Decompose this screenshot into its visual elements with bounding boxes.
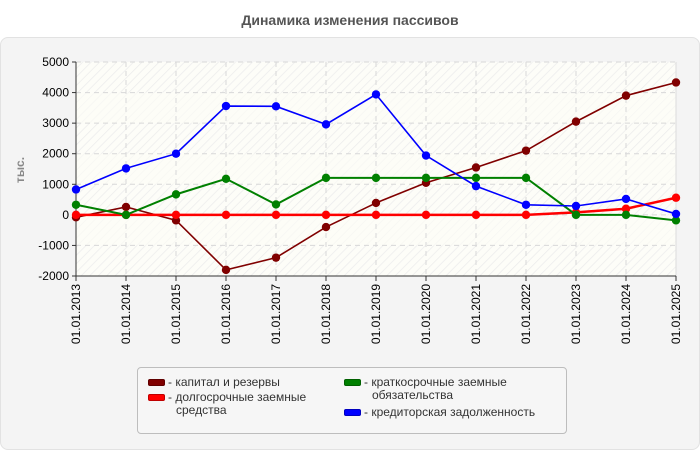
data-point	[521, 146, 531, 155]
data-point	[571, 201, 581, 211]
legend-item-payables: - кредиторская задолженность	[344, 406, 535, 419]
data-point	[371, 173, 381, 183]
data-point	[171, 210, 181, 220]
y-tick-label: -2000	[38, 269, 69, 283]
data-point	[471, 163, 481, 172]
legend-label: - кредиторская задолженность	[364, 405, 536, 419]
data-point	[671, 78, 681, 87]
x-tick-label: 01.01.2025	[669, 284, 683, 344]
y-tick-label: 3000	[42, 116, 69, 130]
data-point	[221, 174, 231, 183]
data-point	[71, 210, 81, 220]
data-point	[471, 181, 481, 191]
data-point	[671, 209, 681, 219]
x-tick-label: 01.01.2024	[619, 284, 633, 344]
y-tick-label: 2000	[42, 147, 69, 161]
legend-swatch-icon	[344, 409, 361, 416]
data-point	[271, 102, 281, 111]
data-point	[271, 200, 281, 209]
legend-item-capital: - капитал и резервы	[148, 376, 280, 389]
legend-label: - капитал и резервы	[168, 375, 280, 389]
data-point	[171, 149, 181, 158]
data-point	[521, 173, 531, 183]
data-point	[121, 202, 131, 212]
legend: - капитал и резервы - долгосрочные заемн…	[137, 367, 567, 434]
legend-item-short-term: - краткосрочные заемные обязательства	[344, 376, 507, 402]
data-point	[571, 210, 581, 220]
series-lines	[71, 78, 681, 275]
data-point	[371, 210, 381, 220]
data-point	[471, 210, 481, 220]
x-tick-label: 01.01.2017	[269, 284, 283, 344]
data-point	[71, 185, 81, 194]
x-tick-label: 01.01.2014	[119, 284, 133, 344]
legend-swatch-icon	[344, 379, 361, 386]
data-point	[221, 265, 231, 275]
y-tick-label: 5000	[42, 55, 69, 69]
data-point	[621, 210, 631, 220]
data-point	[221, 101, 231, 111]
data-point	[671, 216, 681, 225]
data-point	[221, 210, 231, 220]
data-point	[171, 190, 181, 199]
data-point	[621, 91, 631, 100]
y-axis-label: тыс.	[13, 157, 27, 183]
data-point	[371, 198, 381, 208]
data-point	[271, 210, 281, 220]
x-tick-label: 01.01.2018	[319, 284, 333, 344]
y-tick-label: 4000	[42, 86, 69, 100]
data-point	[571, 117, 581, 126]
x-tick-label: 01.01.2023	[569, 284, 583, 344]
x-tick-label: 01.01.2019	[369, 284, 383, 344]
data-point	[371, 90, 381, 99]
x-tick-label: 01.01.2022	[519, 284, 533, 344]
data-point	[521, 210, 531, 220]
data-point	[421, 151, 431, 160]
y-axis: 5000 4000 3000 2000 1000 0 -1000 -2000	[38, 55, 77, 283]
data-point	[321, 222, 331, 232]
chart-title: Динамика изменения пассивов	[241, 12, 459, 28]
legend-item-long-term: - долгосрочные заемные средства	[148, 391, 306, 417]
y-tick-label: 0	[62, 208, 69, 222]
data-point	[121, 210, 131, 220]
data-point	[321, 173, 331, 183]
data-point	[671, 193, 681, 202]
legend-label: - долгосрочные заемные средства	[168, 390, 307, 417]
legend-swatch-icon	[148, 394, 165, 401]
y-tick-label: -1000	[38, 238, 69, 252]
x-tick-label: 01.01.2020	[419, 284, 433, 344]
x-tick-label: 01.01.2015	[169, 284, 183, 344]
legend-label: - краткосрочные заемные обязательства	[364, 375, 507, 402]
x-tick-label: 01.01.2016	[219, 284, 233, 344]
x-tick-label: 01.01.2021	[469, 284, 483, 344]
data-point	[521, 200, 531, 209]
y-tick-label: 1000	[42, 177, 69, 191]
data-point	[421, 173, 431, 183]
x-tick-label: 01.01.2013	[69, 284, 83, 344]
data-point	[271, 253, 281, 262]
data-point	[471, 173, 481, 183]
x-axis: 01.01.2013 01.01.2014 01.01.2015 01.01.2016…	[69, 275, 683, 344]
data-point	[321, 120, 331, 129]
legend-swatch-icon	[148, 379, 165, 386]
data-point	[621, 194, 631, 204]
data-point	[321, 210, 331, 220]
data-point	[71, 200, 81, 209]
data-point	[621, 204, 631, 213]
data-point	[421, 210, 431, 220]
data-point	[121, 164, 131, 173]
